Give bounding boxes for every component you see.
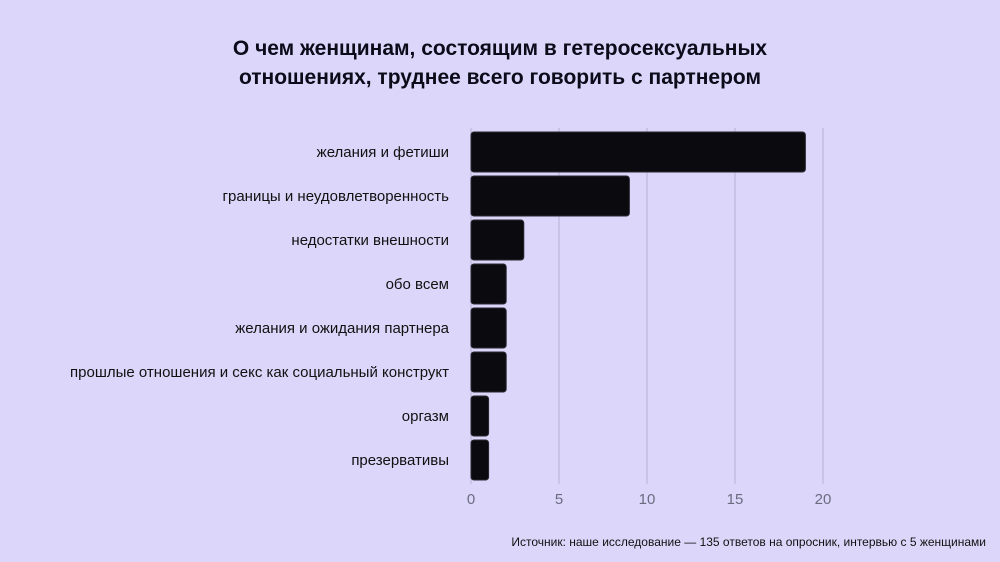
bar (470, 175, 630, 217)
category-label: желания и фетиши (317, 144, 449, 161)
x-tick-label: 15 (727, 491, 744, 508)
bar (470, 395, 490, 437)
x-tick-label: 5 (555, 491, 563, 508)
category-label: обо всем (386, 276, 449, 293)
bar (470, 263, 507, 305)
category-label: границы и неудовлетворенность (223, 188, 450, 205)
category-label: оргазм (402, 408, 449, 425)
x-tick-label: 0 (467, 491, 475, 508)
category-label: презервативы (351, 452, 449, 469)
bar (470, 439, 490, 481)
category-labels: желания и фетиши границы и неудовлетворен… (70, 144, 450, 469)
chart-title: О чем женщинам, состоящим в гетеросексуа… (0, 34, 1000, 92)
category-label: недостатки внешности (291, 232, 449, 249)
x-tick-label: 10 (639, 491, 656, 508)
source-note: Источник: наше исследование — 135 ответо… (511, 535, 986, 549)
bar (470, 351, 507, 393)
chart-title-line-2: отношениях, труднее всего говорить с пар… (238, 66, 762, 89)
category-label: прошлые отношения и секс как социальный … (70, 364, 449, 381)
x-tick-label: 20 (815, 491, 832, 508)
chart-title-line-1: О чем женщинам, состоящим в гетеросексуа… (232, 37, 768, 60)
bars (470, 131, 806, 481)
x-axis-ticks: 0 5 10 15 20 (467, 491, 832, 508)
bar (470, 219, 525, 261)
bar (470, 131, 806, 173)
category-label: желания и ожидания партнера (235, 320, 449, 337)
bar (470, 307, 507, 349)
